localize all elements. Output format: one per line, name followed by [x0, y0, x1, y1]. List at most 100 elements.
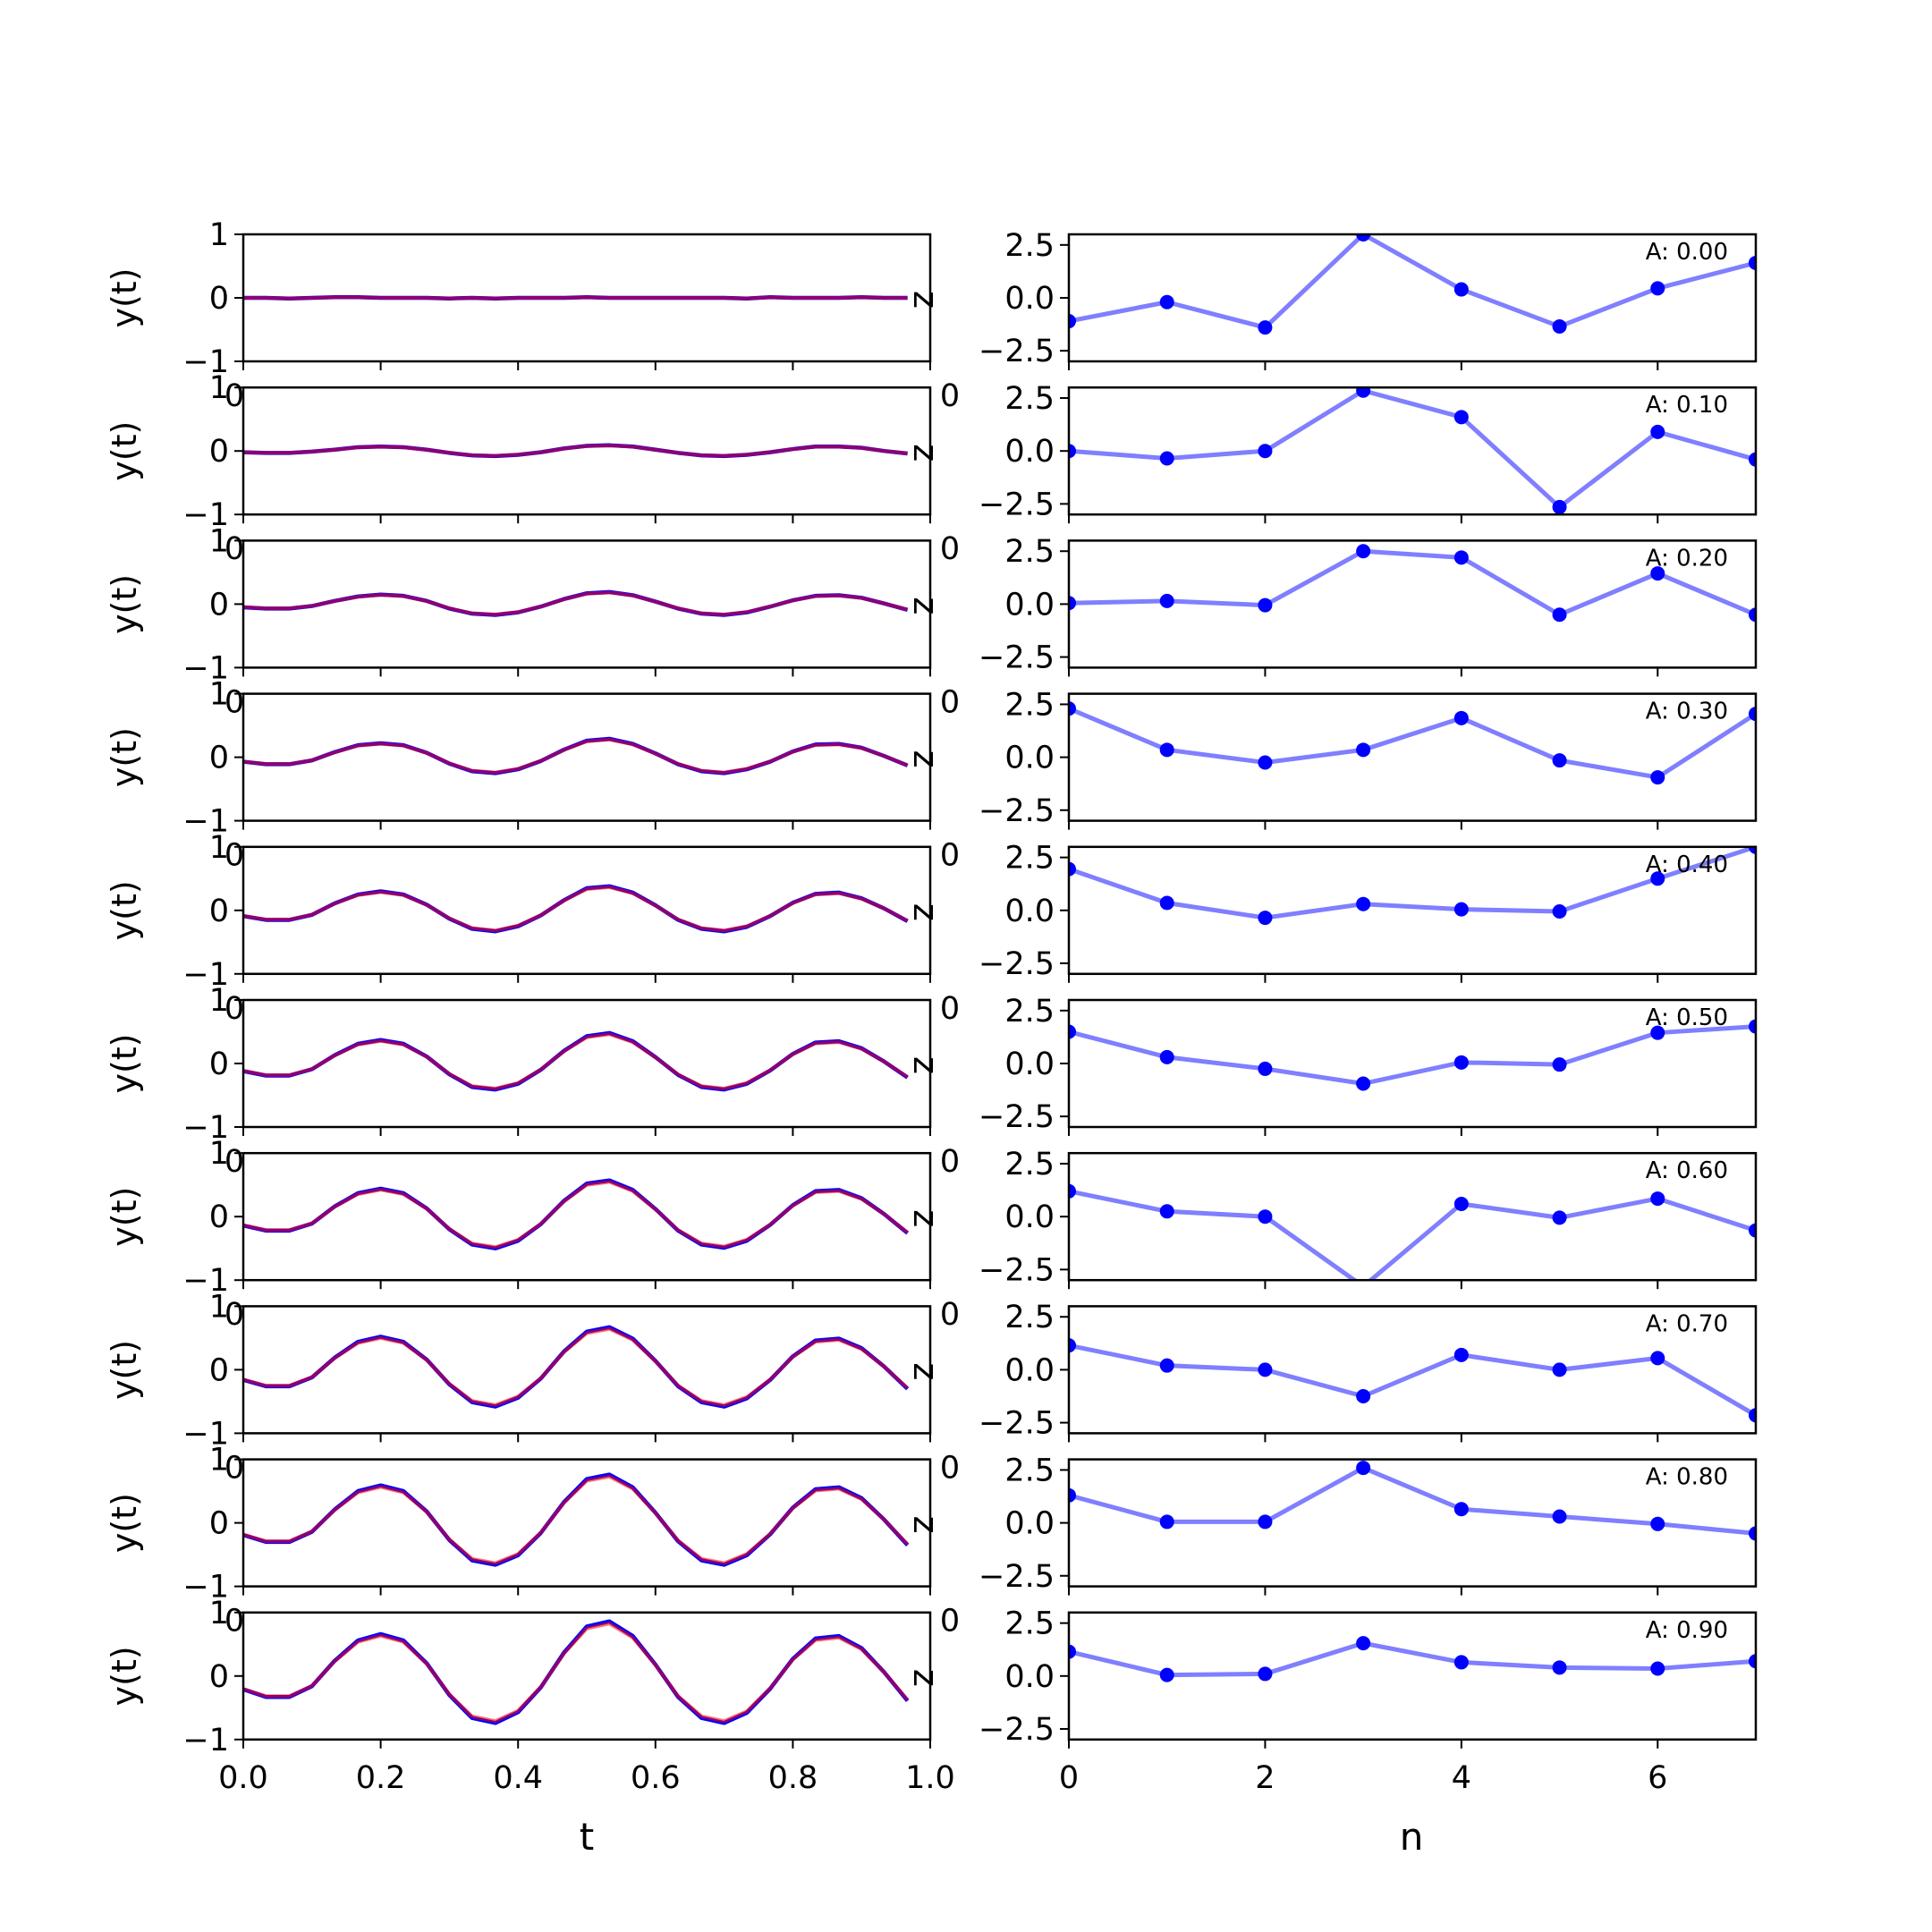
right-panel-frame — [1067, 1458, 1758, 1588]
y-tick-label: −2.5 — [979, 640, 1055, 676]
amplitude-annotation: A: 0.10 — [1646, 392, 1728, 419]
overlapping-axis-label: z — [906, 1209, 945, 1227]
y-tick-label: 1 — [209, 1289, 229, 1325]
data-point — [1069, 1338, 1076, 1353]
series-line — [1069, 1465, 1756, 1536]
left-panel-frame — [242, 1151, 932, 1282]
overlapping-tick-label: 0 — [940, 531, 960, 567]
overlapping-tick-label: 0 — [940, 991, 960, 1027]
data-point — [1069, 1183, 1076, 1199]
y-axis-label: y(t) — [105, 1493, 144, 1553]
data-point — [1069, 444, 1076, 459]
left-panel-frame — [242, 1458, 932, 1588]
data-point — [1453, 1655, 1469, 1670]
right-panel: 2.5 0.0 −2.5 0 A: 0.00 — [940, 228, 1758, 414]
y-tick-label: 0.0 — [1004, 894, 1055, 929]
data-point — [1749, 1654, 1756, 1669]
y-tick-label: −2.5 — [979, 1099, 1055, 1135]
data-point — [1650, 871, 1665, 886]
data-point — [1159, 1049, 1174, 1064]
y-tick-label: 0.0 — [1004, 1352, 1055, 1388]
series-line — [1069, 846, 1756, 920]
data-point — [1749, 607, 1756, 623]
left-panel: 1 0 −10.0 0.2 0.4 0.6 0.8 1.0 y(t) z — [105, 1596, 955, 1796]
left-panel-frame — [242, 539, 932, 669]
right-panel: 2.5 0.0 −2.5 0 A: 0.50 — [940, 994, 1758, 1180]
y-tick-label: −1 — [182, 650, 229, 686]
data-point — [1552, 903, 1567, 919]
y-tick-label: 0.0 — [1004, 1506, 1055, 1542]
right-panel: 2.5 0.0 −2.5 0 A: 0.10 — [940, 381, 1758, 567]
y-tick-label: 2.5 — [1004, 1147, 1055, 1182]
series-line — [1069, 1640, 1756, 1678]
data-point — [1650, 281, 1665, 296]
data-point — [1258, 1362, 1273, 1377]
y-tick-label: 2.5 — [1004, 687, 1055, 723]
data-point — [1069, 314, 1076, 329]
data-point — [1258, 597, 1273, 613]
series-line-red — [242, 1474, 910, 1565]
data-point — [1069, 1644, 1076, 1659]
right-series — [1069, 1636, 1756, 1682]
data-point — [1356, 544, 1371, 559]
right-panel-frame — [1067, 998, 1758, 1129]
y-tick-label: −2.5 — [979, 1252, 1055, 1288]
y-tick-label: 1 — [209, 1443, 229, 1479]
data-point — [1159, 593, 1174, 608]
y-tick-label: 2.5 — [1004, 381, 1055, 417]
y-tick-label: 0 — [209, 587, 229, 623]
y-tick-label: −2.5 — [979, 1559, 1055, 1595]
data-point — [1749, 846, 1756, 854]
y-tick-label: −1 — [182, 1110, 229, 1146]
series-line — [1069, 706, 1756, 780]
amplitude-annotation: A: 0.50 — [1646, 1004, 1728, 1031]
data-point — [1356, 1388, 1371, 1403]
right-panel-frame — [1067, 692, 1758, 822]
overlapping-tick-label: 0 — [940, 1604, 960, 1640]
overlapping-axis-label: z — [906, 597, 945, 614]
data-point — [1749, 707, 1756, 722]
right-panel-frame — [1067, 539, 1758, 669]
left-panel: 10−10y(t) z — [105, 830, 945, 1027]
data-point — [1749, 1526, 1756, 1541]
right-panel: 2.5 0.0 −2.5 0 A: 0.70 — [940, 1300, 1758, 1486]
y-tick-label: 2.5 — [1004, 1606, 1055, 1642]
data-point — [1453, 1055, 1469, 1070]
y-tick-label: 2.5 — [1004, 1300, 1055, 1335]
y-tick-label: −1 — [182, 1416, 229, 1452]
y-tick-label: 2.5 — [1004, 1453, 1055, 1488]
series-line-red — [242, 1326, 910, 1407]
right-panel: 2.5 0.0 −2.5 0 A: 0.20 — [940, 534, 1758, 720]
right-x-axis-title: n — [1400, 1815, 1424, 1859]
y-tick-label: 1 — [209, 830, 229, 866]
data-point — [1356, 387, 1371, 398]
left-panel-frame — [242, 845, 932, 976]
data-point — [1258, 1666, 1273, 1682]
y-tick-label: 1 — [209, 677, 229, 713]
right-panel-frame — [1067, 1611, 1758, 1741]
amplitude-annotation: A: 0.20 — [1646, 545, 1728, 572]
data-point — [1749, 1223, 1756, 1238]
x-tick-label: 0.8 — [768, 1760, 818, 1796]
y-tick-label: 0.0 — [1004, 587, 1055, 623]
overlapping-axis-label: z — [906, 1056, 945, 1074]
y-tick-label: 0 — [209, 894, 229, 929]
y-tick-label: 2.5 — [1004, 534, 1055, 570]
y-tick-label: −2.5 — [979, 946, 1055, 982]
y-tick-label: −2.5 — [979, 487, 1055, 522]
data-point — [1552, 499, 1567, 514]
y-tick-label: −1 — [182, 344, 229, 380]
series-line-red — [242, 444, 908, 458]
y-tick-label: 0 — [209, 1352, 229, 1388]
overlapping-axis-label: z — [906, 291, 945, 309]
y-axis-label: y(t) — [105, 1646, 144, 1706]
y-tick-label: 0 — [209, 1199, 229, 1235]
data-point — [1159, 294, 1174, 309]
y-tick-label: −2.5 — [979, 1406, 1055, 1442]
data-point — [1453, 710, 1469, 725]
series-line — [1069, 234, 1756, 330]
data-point — [1552, 1210, 1567, 1225]
y-axis-label: y(t) — [105, 267, 144, 327]
data-point — [1552, 753, 1567, 768]
